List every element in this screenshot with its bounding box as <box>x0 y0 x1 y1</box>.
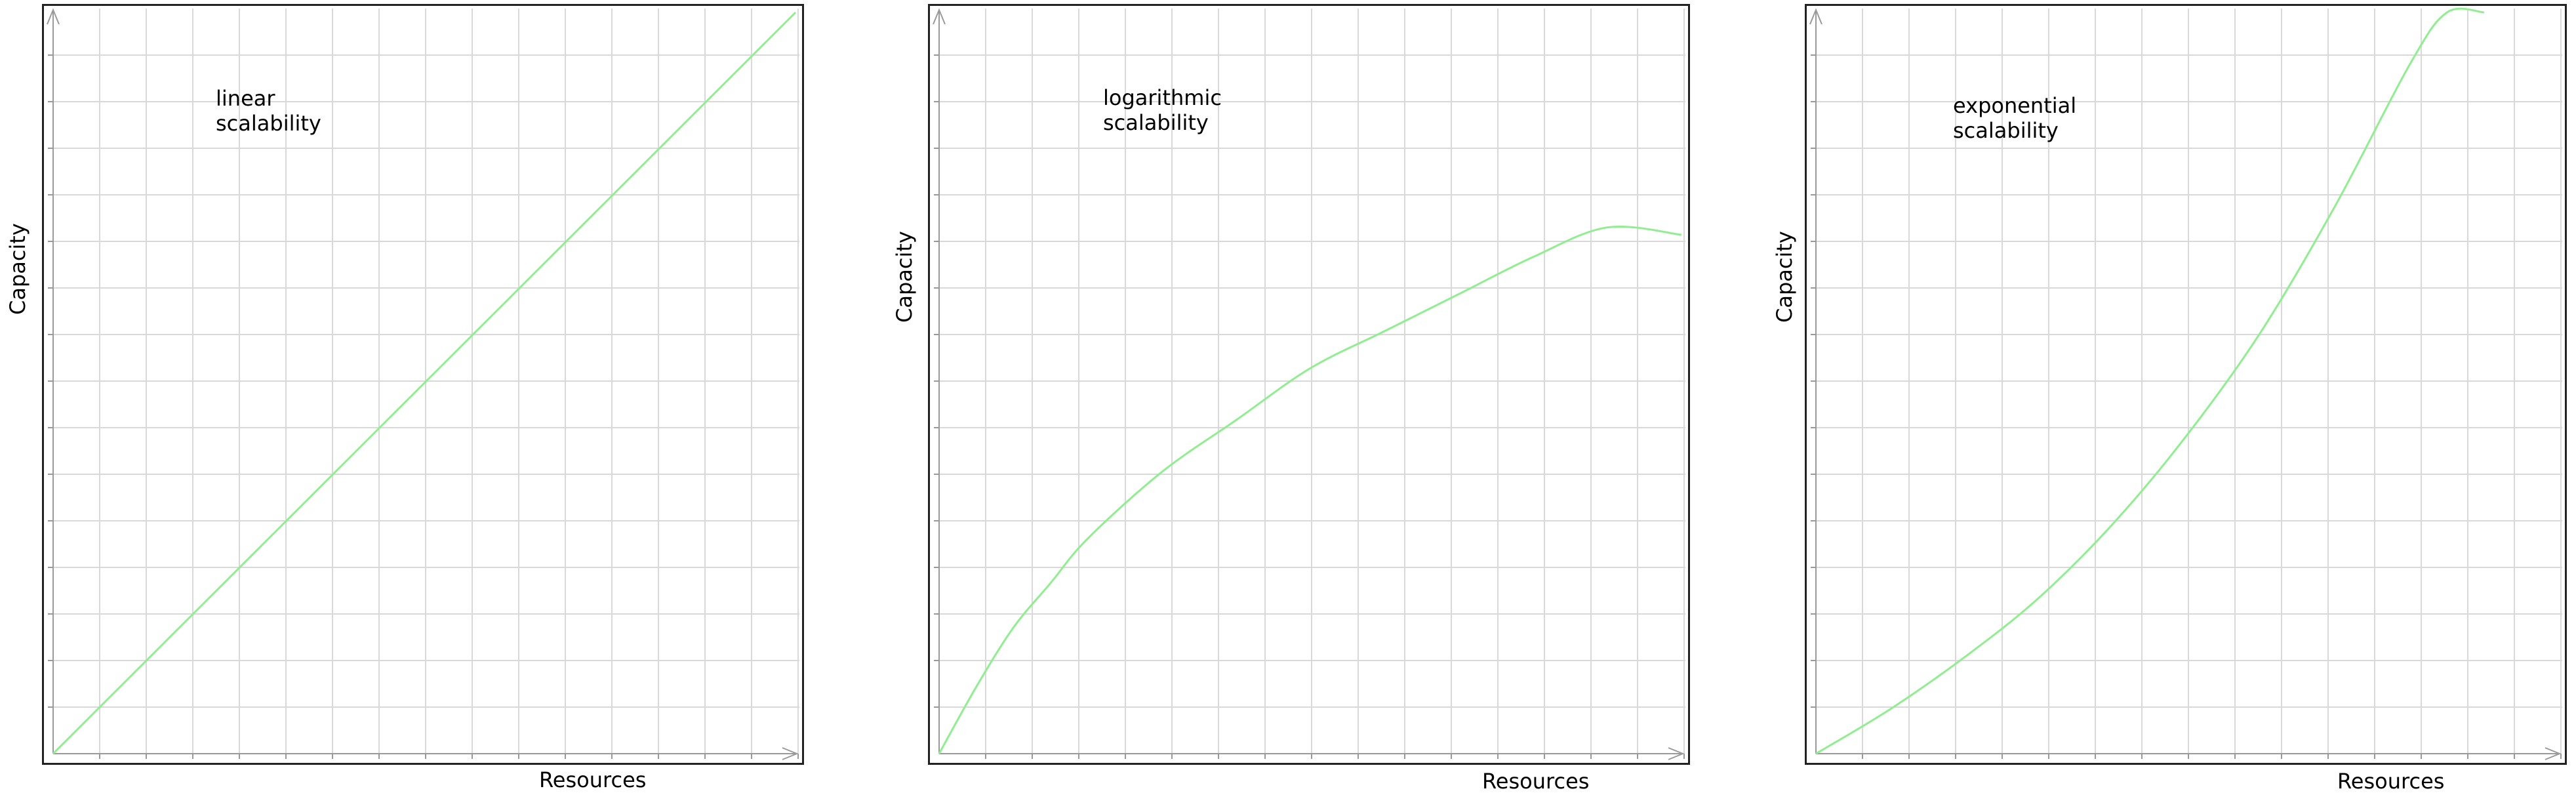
series-line <box>1815 7 2484 755</box>
y-axis-label: Capacity <box>892 231 917 323</box>
plot-area <box>1805 4 2567 765</box>
x-axis-label: Resources <box>539 767 647 792</box>
series-line <box>938 225 1682 754</box>
y-axis-label: Capacity <box>1772 231 1797 323</box>
plot-area <box>928 4 1690 765</box>
plot-svg <box>1809 7 2562 760</box>
plot-area <box>42 4 804 765</box>
y-axis-arrow <box>1809 8 1822 25</box>
y-axis-label: Capacity <box>5 223 30 315</box>
chart-annotation: exponential scalability <box>1953 93 2077 143</box>
series-line <box>52 11 797 755</box>
chart-annotation: linear scalability <box>216 86 321 136</box>
chart-annotation: logarithmic scalability <box>1103 85 1222 135</box>
plot-svg <box>47 8 799 760</box>
y-axis-arrow <box>933 8 946 25</box>
x-axis-arrow <box>2545 747 2562 760</box>
x-axis-arrow <box>1668 747 1685 760</box>
x-axis-label: Resources <box>2337 769 2445 794</box>
plot-svg <box>933 8 1685 760</box>
x-axis-label: Resources <box>1482 769 1590 794</box>
y-axis-arrow <box>47 8 60 25</box>
x-axis-arrow <box>782 747 799 760</box>
